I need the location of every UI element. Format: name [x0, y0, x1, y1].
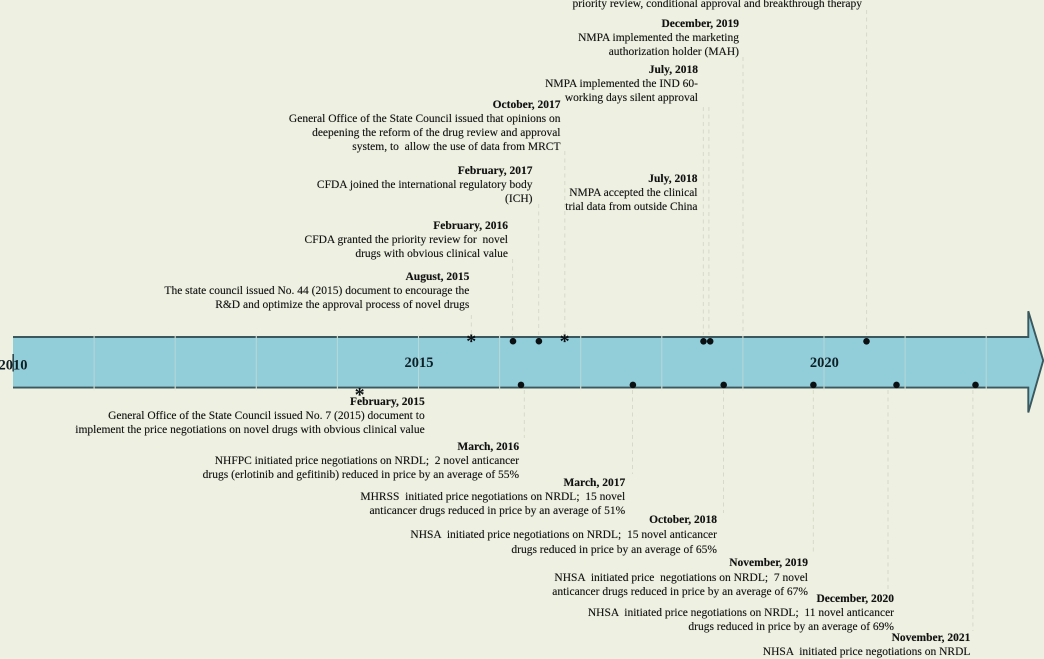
svg-text:2020: 2020 [810, 355, 839, 371]
svg-text:*: * [355, 384, 365, 406]
svg-text:2010: 2010 [0, 357, 28, 373]
svg-text:2015: 2015 [405, 355, 434, 371]
svg-text:*: * [466, 330, 476, 352]
svg-text:*: * [560, 331, 570, 353]
